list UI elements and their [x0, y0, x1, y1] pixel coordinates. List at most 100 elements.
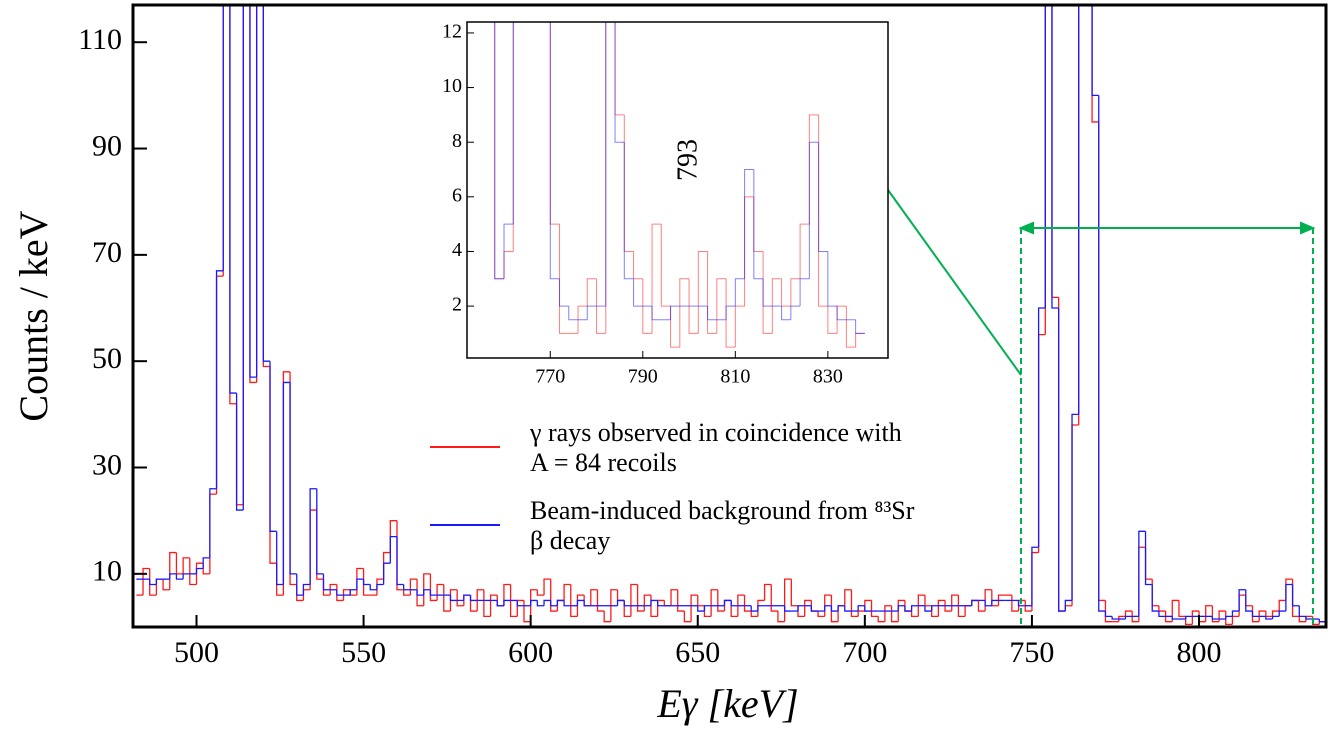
histogram-step — [362, 568, 371, 596]
histogram-step — [904, 605, 912, 612]
histogram-step — [1064, 599, 1073, 612]
histogram-step — [180, 197, 189, 334]
histogram-step — [469, 595, 478, 602]
histogram-step — [642, 278, 653, 334]
histogram-step — [790, 579, 799, 607]
histogram-step — [1058, 297, 1066, 612]
histogram-step — [143, 224, 152, 306]
histogram-step — [797, 605, 805, 612]
histogram-step — [1144, 547, 1153, 580]
histogram-step — [319, 251, 328, 278]
histogram-step — [300, 197, 309, 306]
histogram-step — [827, 306, 838, 334]
histogram-step — [1305, 616, 1313, 620]
histogram-step — [376, 578, 384, 596]
histogram-step — [171, 197, 180, 306]
histogram-step — [310, 197, 319, 252]
histogram-step — [235, 393, 244, 511]
histogram-step — [576, 594, 585, 617]
inset-background — [467, 22, 888, 358]
histogram-step — [623, 600, 631, 618]
histogram-step — [725, 305, 736, 320]
histogram-step — [1044, 5, 1046, 335]
histogram-step — [725, 278, 736, 348]
histogram-step — [1158, 605, 1166, 612]
inset-y-tick-label: 6 — [452, 184, 462, 206]
histogram-step — [309, 509, 317, 590]
histogram-step — [543, 599, 551, 606]
histogram-step — [763, 583, 772, 601]
histogram-step — [827, 251, 838, 307]
histogram-step — [430, 197, 439, 279]
histogram-step — [365, 251, 374, 306]
histogram-step — [614, 22, 625, 143]
histogram-step — [276, 563, 284, 596]
histogram-step — [1104, 611, 1113, 618]
inset-y-tick-label: 12 — [442, 21, 462, 43]
histogram-step — [322, 579, 331, 596]
histogram-step — [777, 611, 785, 623]
histogram-step — [235, 403, 244, 506]
histogram-step — [991, 599, 999, 606]
histogram-step — [550, 579, 558, 612]
histogram-step — [349, 589, 357, 596]
histogram-step — [1238, 589, 1246, 612]
histogram-step — [771, 278, 782, 334]
histogram-step — [503, 599, 511, 606]
histogram-step — [1231, 610, 1240, 617]
histogram-step — [269, 361, 277, 532]
histogram-step — [707, 251, 717, 334]
y-tick-label: 30 — [92, 448, 122, 481]
histogram-step — [1111, 616, 1119, 620]
histogram-step — [556, 599, 565, 606]
histogram-step — [583, 600, 591, 607]
histogram-step — [449, 595, 458, 602]
histogram-step — [289, 382, 297, 575]
histogram-step — [356, 567, 364, 596]
histogram-step — [1211, 605, 1220, 623]
x-axis-title: Eγ [keV] — [656, 681, 798, 726]
histogram-step — [1131, 611, 1139, 623]
x-tick-label: 500 — [174, 636, 219, 669]
histogram-step — [496, 600, 504, 607]
histogram-step — [857, 605, 865, 612]
histogram-step — [1191, 610, 1200, 625]
zoom-indicator — [887, 189, 1316, 627]
histogram-step — [69, 279, 78, 306]
legend-label: Beam-induced background from ⁸³Sr β deca… — [530, 496, 915, 555]
histogram-step — [226, 251, 235, 278]
histogram-step — [781, 306, 791, 321]
histogram-step — [319, 251, 328, 306]
histogram-step — [897, 599, 905, 622]
histogram-step — [1178, 600, 1186, 618]
histogram-step — [1124, 610, 1133, 617]
histogram-step — [393, 170, 402, 279]
histogram-step — [1251, 605, 1260, 623]
y-tick-label: 10 — [92, 555, 122, 588]
inset-x-tick-label: 810 — [720, 366, 750, 388]
histogram-step — [416, 589, 424, 596]
histogram-step — [1231, 615, 1240, 625]
histogram-step — [134, 251, 143, 306]
histogram-step — [783, 605, 792, 612]
histogram-step — [650, 599, 658, 606]
x-tick-label: 800 — [1177, 636, 1222, 669]
x-tick-label: 550 — [341, 636, 386, 669]
histogram-step — [469, 595, 478, 612]
histogram-step — [707, 306, 717, 321]
histogram-step — [282, 371, 291, 596]
histogram-step — [864, 599, 872, 612]
histogram-step — [657, 599, 665, 617]
histogram-step — [262, 5, 271, 362]
y-tick-label: 110 — [78, 23, 122, 56]
histogram-step — [171, 251, 180, 278]
histogram-step — [1017, 600, 1026, 607]
histogram-step — [376, 583, 384, 590]
histogram-step — [175, 573, 184, 580]
inset-x-tick-label: 830 — [813, 366, 843, 388]
histogram-step — [503, 583, 511, 606]
histogram-step — [254, 251, 263, 333]
histogram-step — [1011, 595, 1019, 612]
histogram-step — [630, 583, 638, 617]
